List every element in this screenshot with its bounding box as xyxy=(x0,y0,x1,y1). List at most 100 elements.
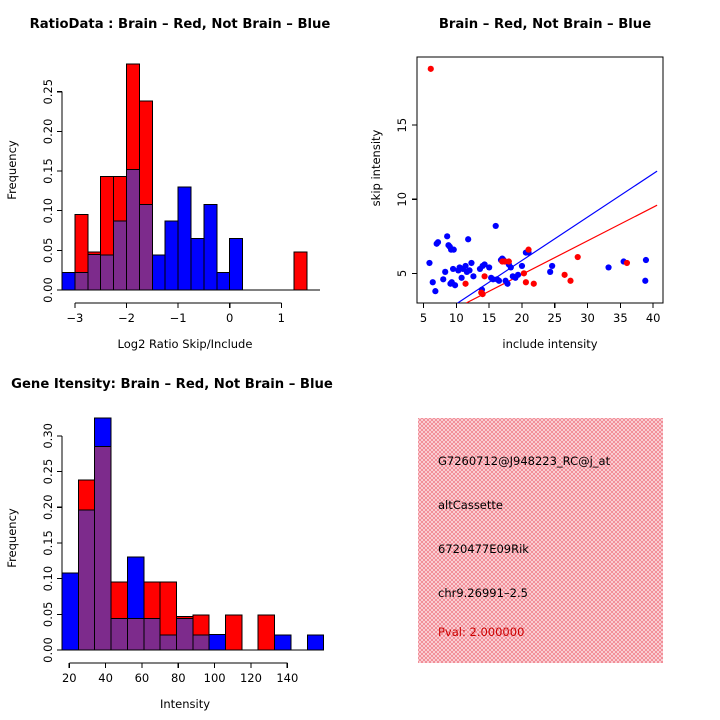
info-line-event-type: altCassette xyxy=(438,498,503,512)
gene-info-box: G7260712@J948223_RC@j_at altCassette 672… xyxy=(418,418,663,663)
scatter-point-not-brain xyxy=(642,256,650,264)
y-axis-tick-label: 0.05 xyxy=(41,238,55,264)
x-axis-tick-label: 40 xyxy=(646,311,661,325)
scatter-point-not-brain xyxy=(465,236,472,243)
scatter-point-not-brain xyxy=(642,277,649,284)
scatter-point-brain xyxy=(427,65,434,72)
y-axis-tick-label: 0.10 xyxy=(41,566,55,592)
y-axis-tick-label: 0.15 xyxy=(41,530,55,556)
histogram-bar-not-brain xyxy=(190,237,205,291)
x-axis-tick-label: 5 xyxy=(420,311,427,325)
scatter-point-not-brain xyxy=(504,280,511,287)
histogram-bar-overlap xyxy=(94,446,112,651)
scatter-point-not-brain xyxy=(426,259,433,267)
info-line-locus: chr9.26991–2.5 xyxy=(438,586,528,600)
histogram-bar-overlap xyxy=(126,168,140,291)
histogram-bar-overlap xyxy=(126,618,145,651)
y-axis-tick-label: 0.05 xyxy=(41,602,55,628)
info-line-pval: Pval: 2.000000 xyxy=(438,625,525,639)
y-axis-tick-label: 0.30 xyxy=(41,423,55,449)
y-axis-tick-label: 5 xyxy=(395,270,409,277)
scatter-xlabel: include intensity xyxy=(502,337,597,351)
x-axis-tick-label: 35 xyxy=(613,311,628,325)
ratio-histogram-xlabel: Log2 Ratio Skip/Include xyxy=(118,337,253,351)
histogram-bar-brain xyxy=(225,614,243,651)
ratio-histogram-ylabel: Frequency xyxy=(5,140,19,200)
scatter-point-brain xyxy=(525,246,532,253)
histogram-bar-not-brain xyxy=(274,634,292,651)
scatter-point-not-brain xyxy=(549,262,556,270)
scatter-point-brain xyxy=(561,271,568,278)
scatter-point-not-brain xyxy=(495,277,503,284)
scatter-point-not-brain xyxy=(444,233,451,240)
scatter-point-not-brain xyxy=(486,264,493,271)
histogram-bar-not-brain xyxy=(203,203,218,291)
x-axis-tick-label: 40 xyxy=(98,671,113,685)
scatter-ylabel: skip intensity xyxy=(369,129,383,206)
scatter-point-not-brain xyxy=(470,273,477,280)
gene-histogram-xlabel: Intensity xyxy=(160,697,210,711)
gene-histogram-plot-area: 0.00 0.05 0.10 0.15 0.20 0.25 0.30 20 40 60 80 100 1… xyxy=(41,417,325,685)
histogram-bar-not-brain xyxy=(216,272,231,291)
y-axis-tick-label: 0.25 xyxy=(41,79,55,105)
scatter-point-not-brain xyxy=(462,262,469,270)
scatter-plot-area: 5 10 15 5 10 15 20 25 30 35 40 xyxy=(395,56,664,325)
x-axis-tick-label: 0 xyxy=(226,311,233,325)
x-axis-tick-label: 25 xyxy=(547,311,562,325)
histogram-bar-overlap xyxy=(113,220,127,291)
gene-histogram-ylabel: Frequency xyxy=(5,508,19,568)
scatter-point-not-brain xyxy=(507,264,514,271)
scatter-point-brain xyxy=(479,291,486,298)
x-axis-tick-label: 20 xyxy=(515,311,530,325)
scatter-point-brain xyxy=(530,280,537,287)
scatter-point-not-brain xyxy=(450,246,457,253)
histogram-bar-not-brain xyxy=(229,237,244,291)
x-axis-tick-label: 10 xyxy=(449,311,464,325)
scatter-point-brain xyxy=(574,253,581,261)
gene-histogram-svg: Gene Itensity: Brain – Red, Not Brain – … xyxy=(5,377,333,711)
info-line-gene-symbol: 6720477E09Rik xyxy=(438,542,529,556)
scatter-point-not-brain xyxy=(481,261,488,268)
regression-line xyxy=(457,170,658,303)
histogram-bar-overlap xyxy=(87,253,102,291)
x-axis-tick-label: −1 xyxy=(170,311,187,325)
x-axis-tick-label: −2 xyxy=(118,311,135,325)
x-axis-tick-label: 120 xyxy=(240,671,262,685)
histogram-bar-overlap xyxy=(74,272,89,291)
histogram-bar-overlap xyxy=(138,203,153,291)
ratio-histogram-title: RatioData : Brain – Red, Not Brain – Blu… xyxy=(30,17,331,32)
scatter-point-not-brain xyxy=(468,259,475,267)
scatter-point-not-brain xyxy=(451,282,459,289)
scatter-point-not-brain xyxy=(514,271,522,278)
histogram-bar-not-brain xyxy=(61,272,76,291)
panel-intensity-scatter: Brain – Red, Not Brain – Blue skip inten… xyxy=(360,0,720,360)
scatter-point-brain xyxy=(520,270,528,277)
scatter-point-not-brain xyxy=(458,274,465,281)
y-axis-tick-label: 0.00 xyxy=(41,637,55,663)
histogram-bar-overlap xyxy=(100,254,115,291)
panel-gene-info: G7260712@J948223_RC@j_at altCassette 672… xyxy=(360,360,720,720)
scatter-plot-box xyxy=(416,56,664,304)
y-axis-tick-label: 10 xyxy=(395,192,409,207)
x-axis-tick-label: −3 xyxy=(66,311,83,325)
histogram-bar-overlap xyxy=(143,618,161,651)
histogram-bar-overlap xyxy=(175,618,194,651)
scatter-point-brain xyxy=(623,259,631,267)
histogram-bar-not-brain xyxy=(164,220,179,291)
scatter-point-brain xyxy=(481,273,488,280)
y-axis-tick-label: 0.20 xyxy=(41,119,55,145)
scatter-point-not-brain xyxy=(466,267,473,274)
histogram-bar-overlap xyxy=(159,634,177,651)
intensity-scatter-svg: Brain – Red, Not Brain – Blue skip inten… xyxy=(369,17,664,351)
x-axis-tick-label: 15 xyxy=(482,311,497,325)
y-axis-tick-label: 0.10 xyxy=(41,198,55,224)
histogram-bar-not-brain xyxy=(208,633,227,651)
scatter-point-not-brain xyxy=(432,288,439,295)
scatter-point-not-brain xyxy=(442,268,449,275)
gene-histogram-title: Gene Itensity: Brain – Red, Not Brain – … xyxy=(11,377,333,392)
scatter-point-not-brain xyxy=(547,268,554,275)
histogram-bar-brain xyxy=(293,251,308,291)
histogram-bar-overlap xyxy=(192,634,210,651)
histogram-bar-overlap xyxy=(110,618,128,651)
